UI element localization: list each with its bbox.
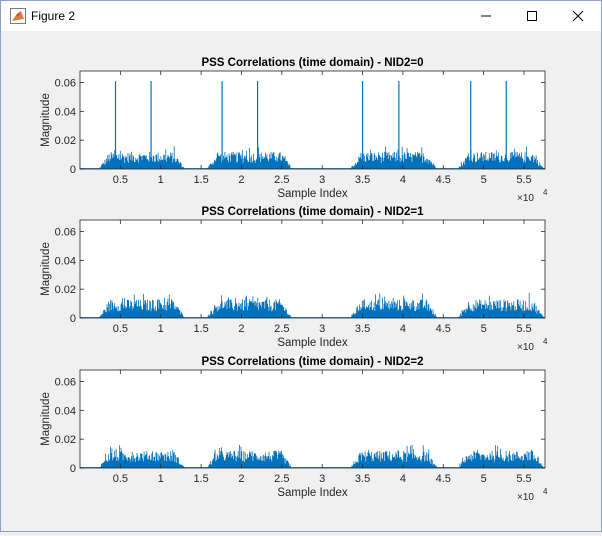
axes-frame xyxy=(79,369,546,469)
x-tick-label: 2 xyxy=(238,473,244,485)
series-line xyxy=(80,292,545,318)
x-tick-label: 2 xyxy=(238,323,244,335)
x-tick-label: 5.5 xyxy=(516,323,531,335)
y-tick-label: 0 xyxy=(70,463,76,475)
x-exponent-power: 4 xyxy=(543,337,548,346)
x-tick-label: 3.5 xyxy=(355,174,370,186)
x-tick-label: 0.5 xyxy=(113,174,128,186)
x-tick-label: 5 xyxy=(481,323,487,335)
x-tick-label: 3 xyxy=(319,174,325,186)
y-tick-label: 0.04 xyxy=(55,405,76,417)
x-tick-label: 1.5 xyxy=(193,473,208,485)
y-tick-label: 0.02 xyxy=(55,135,76,147)
x-tick-label: 1 xyxy=(158,473,164,485)
x-tick-label: 0.5 xyxy=(113,323,128,335)
y-tick-label: 0.02 xyxy=(55,284,76,296)
x-tick-label: 3 xyxy=(319,473,325,485)
axes-frame xyxy=(79,219,546,319)
x-tick-label: 1.5 xyxy=(193,174,208,186)
chart-title: PSS Correlations (time domain) - NID2=1 xyxy=(201,206,424,218)
plot-background xyxy=(80,71,545,169)
x-exponent-label: ×10 xyxy=(517,193,534,204)
window-title: Figure 2 xyxy=(31,9,76,23)
y-tick-label: 0.02 xyxy=(55,434,76,446)
figure-plots: 0.5 1 1.5 2 2.5 3 3.5 4 4.5 5 5.5 0 0.02 0.04 0.06 PSS … xyxy=(40,57,548,503)
x-tick-label: 3 xyxy=(319,323,325,335)
minimize-icon xyxy=(481,15,491,17)
y-axis-label: Magnitude xyxy=(40,392,52,446)
minimize-button[interactable] xyxy=(463,1,509,31)
x-tick-label: 4 xyxy=(400,323,406,335)
x-tick-label: 2.5 xyxy=(274,174,289,186)
x-tick-label: 3.5 xyxy=(355,473,370,485)
x-exponent-power: 4 xyxy=(543,487,548,496)
x-tick-label: 4 xyxy=(400,174,406,186)
x-tick-label: 3.5 xyxy=(355,323,370,335)
chart-title: PSS Correlations (time domain) - NID2=0 xyxy=(201,57,423,69)
y-tick-label: 0.04 xyxy=(55,255,76,267)
series-noise xyxy=(80,444,545,468)
x-tick-label: 4.5 xyxy=(436,323,451,335)
y-tick-label: 0.04 xyxy=(55,106,76,118)
series-noise xyxy=(80,292,545,318)
x-tick-label: 4 xyxy=(400,473,406,485)
x-tick-label: 5.5 xyxy=(516,174,531,186)
x-tick-label: 4.5 xyxy=(436,174,451,186)
x-tick-label: 5 xyxy=(481,174,487,186)
x-tick-label: 5.5 xyxy=(516,473,531,485)
axes-1: 0.5 1 1.5 2 2.5 3 3.5 4 4.5 5 5.5 0 0.02 0.04 0.06 PSS … xyxy=(40,57,548,204)
y-axis-label: Magnitude xyxy=(40,93,52,147)
series-line xyxy=(80,444,545,468)
close-icon xyxy=(572,10,584,22)
maximize-icon xyxy=(527,11,537,21)
x-tick-label: 2.5 xyxy=(274,473,289,485)
x-exponent-power: 4 xyxy=(543,188,548,197)
figure-canvas: 0.5 1 1.5 2 2.5 3 3.5 4 4.5 5 5.5 0 0.02 0.04 0.06 PSS … xyxy=(1,31,601,531)
x-tick-label: 1 xyxy=(158,323,164,335)
maximize-button[interactable] xyxy=(509,1,555,31)
y-tick-label: 0 xyxy=(70,313,76,325)
x-tick-label: 2 xyxy=(238,174,244,186)
axes-2: 0.5 1 1.5 2 2.5 3 3.5 4 4.5 5 5.5 0 0.02 0.04 0.06 PSS … xyxy=(40,206,548,353)
matlab-figure-icon xyxy=(10,8,26,24)
x-tick-label: 4.5 xyxy=(436,473,451,485)
x-axis-label: Sample Index xyxy=(277,487,348,499)
x-tick-label: 0.5 xyxy=(113,473,128,485)
x-tick-label: 1.5 xyxy=(193,323,208,335)
x-axis-label: Sample Index xyxy=(277,188,348,200)
x-tick-label: 1 xyxy=(158,174,164,186)
y-tick-label: 0 xyxy=(70,164,76,176)
axes-3: 0.5 1 1.5 2 2.5 3 3.5 4 4.5 5 5.5 0 0.02 0.04 0.06 PSS … xyxy=(40,356,548,503)
title-bar[interactable]: Figure 2 xyxy=(1,1,601,31)
x-exponent-label: ×10 xyxy=(517,342,534,353)
y-tick-label: 0.06 xyxy=(55,78,76,90)
y-axis-label: Magnitude xyxy=(40,242,52,296)
x-tick-label: 2.5 xyxy=(274,323,289,335)
close-button[interactable] xyxy=(555,1,601,31)
axes-frame xyxy=(79,70,546,170)
chart-title: PSS Correlations (time domain) - NID2=2 xyxy=(201,356,423,368)
x-tick-label: 5 xyxy=(481,473,487,485)
plot-background xyxy=(80,370,545,468)
x-axis-label: Sample Index xyxy=(277,337,348,349)
x-exponent-label: ×10 xyxy=(517,492,534,503)
y-tick-label: 0.06 xyxy=(55,377,76,389)
y-tick-label: 0.06 xyxy=(55,227,76,239)
